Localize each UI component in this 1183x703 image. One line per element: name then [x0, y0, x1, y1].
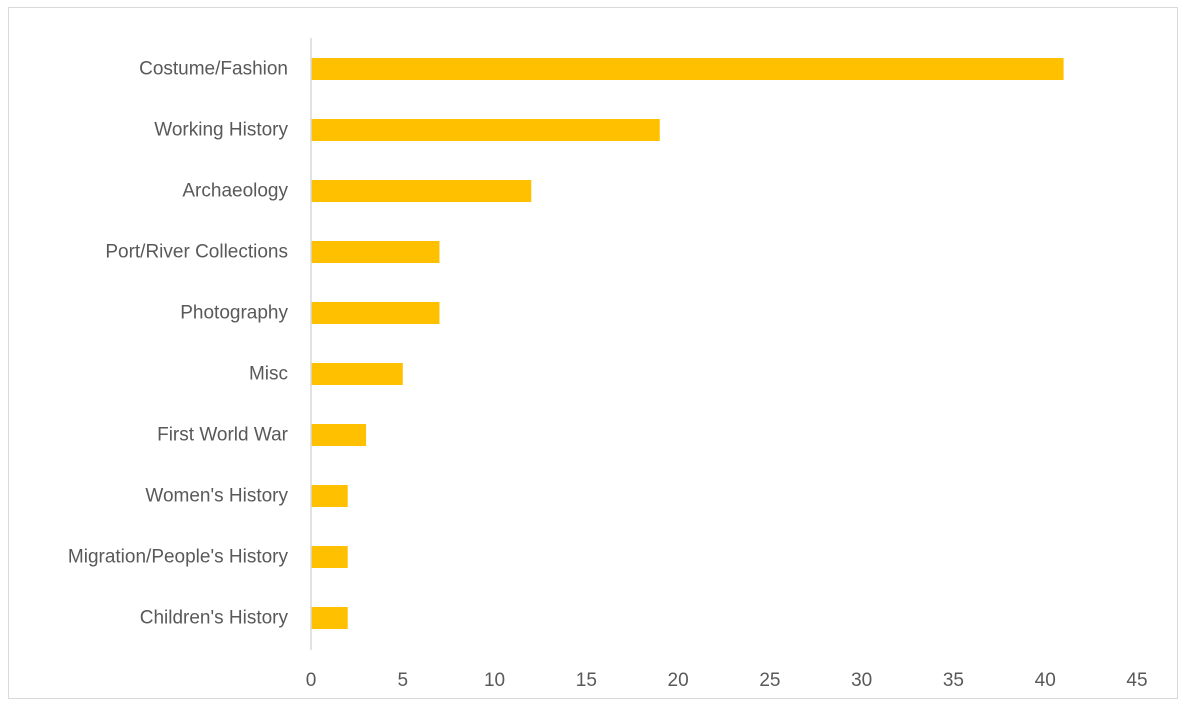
- bar: [311, 58, 1064, 80]
- bar: [311, 302, 440, 324]
- bars-layer: [311, 58, 1064, 629]
- x-tick-label: 45: [1126, 670, 1147, 691]
- category-label: Photography: [180, 303, 288, 324]
- x-tick-label: 5: [397, 670, 408, 691]
- bar: [311, 363, 403, 385]
- bar: [311, 180, 532, 202]
- x-tick-label: 15: [576, 670, 597, 691]
- category-label: Misc: [249, 364, 288, 385]
- x-tick-label: 0: [306, 670, 317, 691]
- category-label: Costume/Fashion: [139, 59, 288, 80]
- category-labels: Costume/Fashion Working History Archaeolog…: [68, 59, 289, 629]
- bar: [311, 607, 348, 629]
- bar: [311, 485, 348, 507]
- bar: [311, 424, 367, 446]
- category-label: Children's History: [140, 608, 289, 629]
- x-tick-label: 30: [851, 670, 872, 691]
- x-tick-label: 40: [1035, 670, 1056, 691]
- category-label: Port/River Collections: [105, 242, 288, 263]
- category-label: First World War: [157, 425, 289, 446]
- x-tick-label: 10: [484, 670, 505, 691]
- x-tick-label: 20: [668, 670, 689, 691]
- bar: [311, 119, 660, 141]
- bar: [311, 546, 348, 568]
- category-label: Migration/People's History: [68, 547, 289, 568]
- x-tick-label: 35: [943, 670, 964, 691]
- bar: [311, 241, 440, 263]
- x-tick-labels: 0 5 10 15 20 25 30 35 40 45: [306, 670, 1148, 691]
- x-tick-label: 25: [759, 670, 780, 691]
- category-label: Archaeology: [182, 181, 288, 202]
- category-label: Women's History: [145, 486, 288, 507]
- category-label: Working History: [154, 120, 288, 141]
